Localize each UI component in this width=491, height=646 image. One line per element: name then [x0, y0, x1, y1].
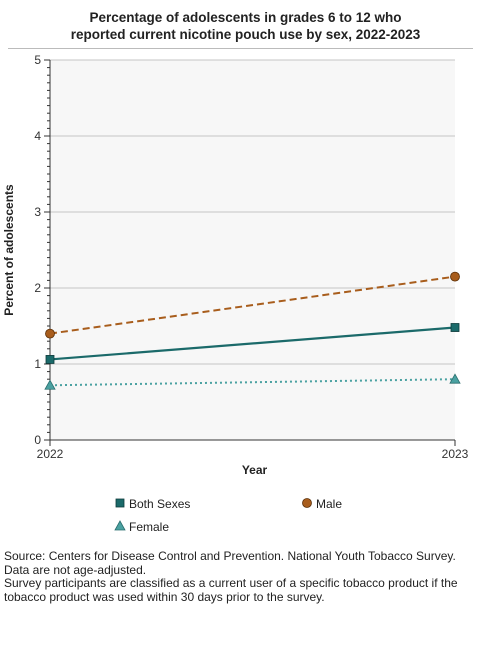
data-point-female — [449, 373, 461, 384]
chart-title: Percentage of adolescents in grades 6 to… — [0, 9, 491, 43]
x-tick-label: 2022 — [37, 447, 64, 461]
plot-area — [50, 60, 455, 440]
x-tick-label: 2023 — [442, 447, 469, 461]
legend-marker-both-sexes — [115, 498, 125, 508]
series-line-male — [49, 275, 456, 335]
series-line-both-sexes — [49, 326, 456, 361]
chart-title-line-2: reported current nicotine pouch use by s… — [70, 27, 421, 42]
source-text: Source: Centers for Disease Control and … — [4, 549, 456, 563]
title-divider — [8, 48, 473, 49]
x-axis-title: Year — [242, 463, 268, 477]
legend-label-both-sexes: Both Sexes — [129, 497, 190, 511]
note-definition: Survey participants are classified as a … — [4, 576, 458, 604]
y-tick-label: 1 — [34, 357, 41, 371]
source-notes: Source: Centers for Disease Control and … — [4, 549, 484, 604]
y-tick-label: 5 — [34, 53, 41, 67]
data-point-male — [450, 271, 460, 282]
legend-marker-female — [114, 520, 126, 531]
data-point-male — [45, 328, 55, 339]
line-chart: 0 1 2 3 4 5 2022 2023 Year Percent of adolescents… — [2, 53, 469, 534]
y-tick-label: 2 — [34, 281, 41, 295]
chart-title-line-1: Percentage of adolescents in grades 6 to… — [89, 10, 402, 25]
y-tick-label: 3 — [34, 205, 41, 219]
data-point-both-sexes — [450, 323, 460, 332]
legend-marker-male — [302, 498, 312, 508]
legend-label-male: Male — [316, 497, 342, 511]
y-tick-label: 4 — [34, 129, 41, 143]
legend-label-female: Female — [129, 520, 169, 534]
data-point-female — [44, 379, 56, 390]
data-point-both-sexes — [45, 355, 55, 364]
y-axis-title: Percent of adolescents — [2, 184, 16, 316]
note-age-adjusted: Data are not age-adjusted. — [4, 562, 147, 577]
y-tick-label: 0 — [34, 433, 41, 447]
